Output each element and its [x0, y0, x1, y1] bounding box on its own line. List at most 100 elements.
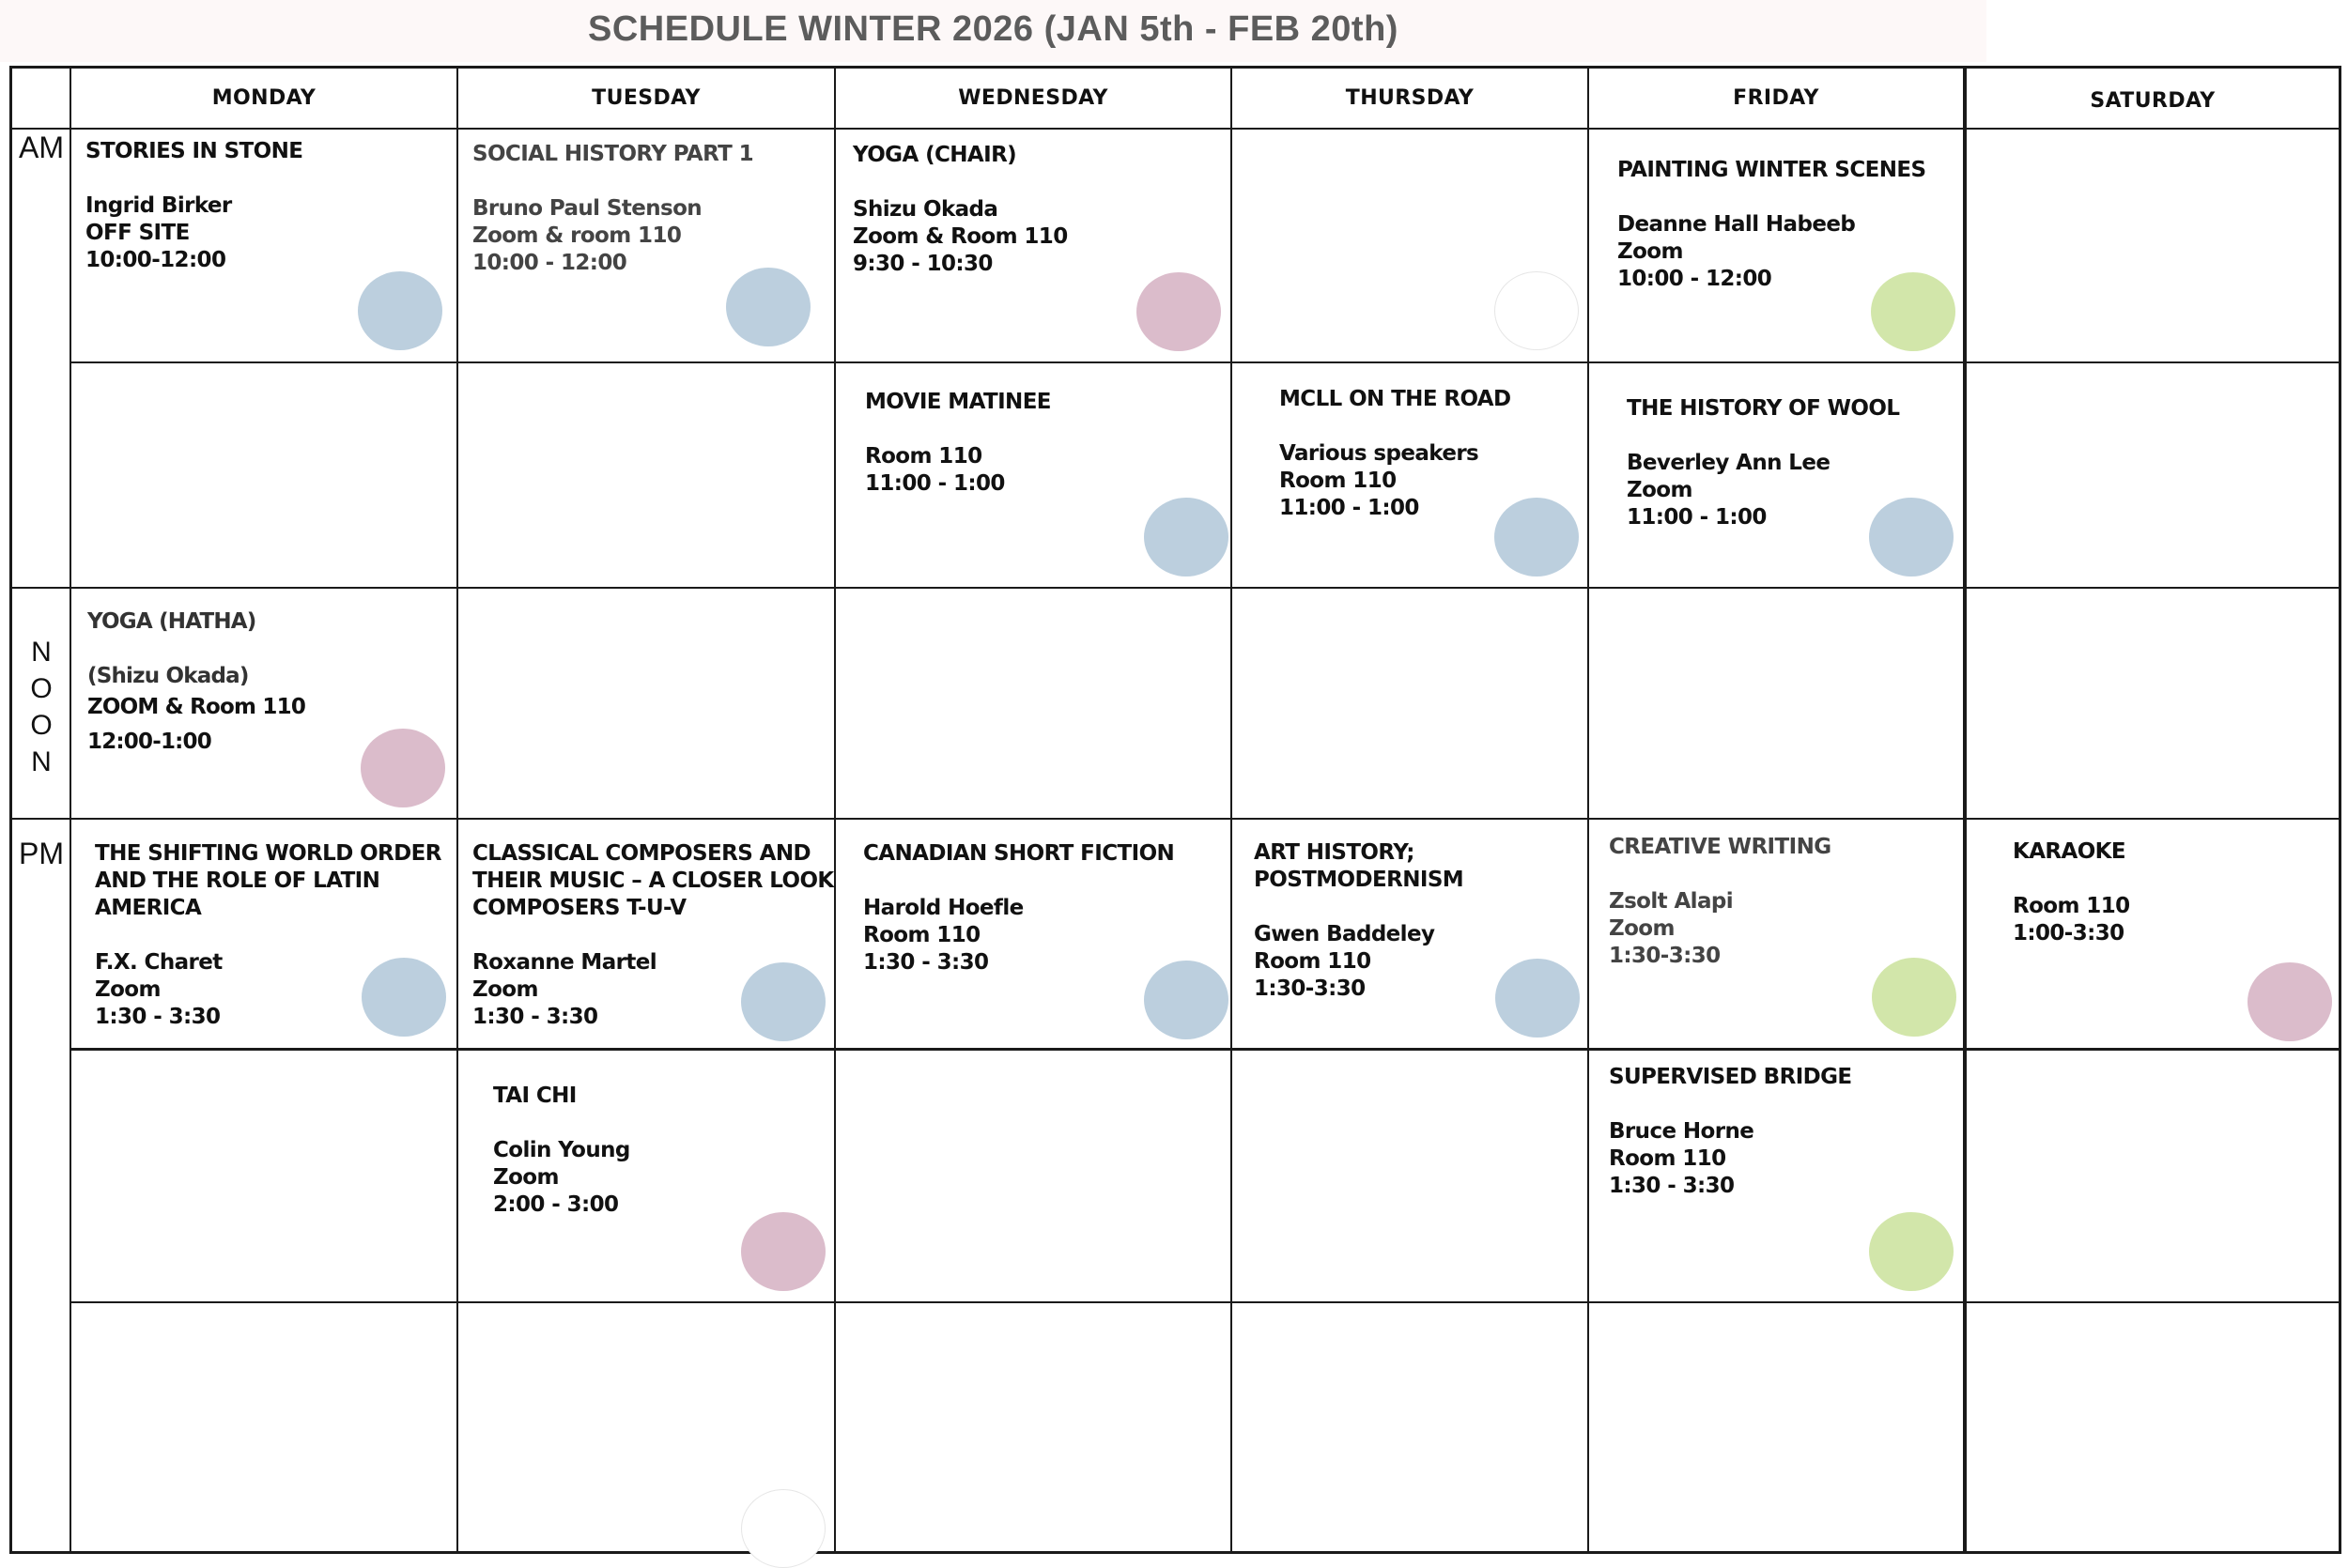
class-time: 10:00 - 12:00: [1617, 267, 1772, 291]
class-time: 9:30 - 10:30: [853, 252, 993, 276]
category-dot: [358, 271, 442, 350]
class-time: 1:30 - 3:30: [472, 1005, 598, 1029]
class-location: Zoom: [1609, 916, 1675, 941]
grid-line: [70, 1301, 2339, 1303]
class-instructor: Colin Young: [493, 1138, 630, 1162]
class-title: PAINTING WINTER SCENES: [1617, 158, 1926, 182]
class-card: MOVIE MATINEE Room 110 11:00 - 1:00: [865, 389, 1222, 498]
class-location: Room 110: [863, 923, 981, 947]
class-title: CLASSICAL COMPOSERS AND THEIR MUSIC – A …: [472, 841, 834, 920]
period-noon-letter: N: [31, 637, 52, 668]
class-title: KARAOKE: [2013, 839, 2126, 864]
category-dot: [741, 1489, 826, 1568]
class-instructor: Zsolt Alapi: [1609, 889, 1734, 914]
class-time: 1:30 - 3:30: [863, 950, 989, 975]
class-instructor: Gwen Baddeley: [1254, 922, 1435, 946]
class-title: SOCIAL HISTORY PART 1: [472, 142, 754, 166]
class-card: YOGA (CHAIR) Shizu Okada Zoom & Room 110…: [853, 142, 1219, 278]
grid-line: [456, 69, 458, 1551]
class-instructor: Harold Hoefle: [863, 896, 1024, 920]
class-title: STORIES IN STONE: [85, 139, 303, 163]
grid-line: [12, 587, 2339, 589]
period-am: AM: [19, 131, 64, 164]
class-card: SUPERVISED BRIDGE Bruce Horne Room 110 1…: [1609, 1064, 1947, 1200]
class-location: Zoom & room 110: [472, 223, 682, 248]
class-time: 11:00 - 1:00: [1627, 505, 1767, 530]
category-dot: [1494, 498, 1579, 576]
class-time: 1:30-3:30: [1254, 976, 1366, 1001]
schedule-grid: MONDAY TUESDAY WEDNESDAY THURSDAY FRIDAY…: [9, 66, 2341, 1568]
day-header-tuesday: TUESDAY: [592, 86, 701, 110]
class-location: ZOOM & Room 110: [87, 695, 306, 719]
class-location: Zoom & Room 110: [853, 224, 1068, 249]
class-card: YOGA (HATHA) (Shizu Okada) ZOOM & Room 1…: [87, 608, 444, 756]
class-card: STORIES IN STONE Ingrid Birker OFF SITE …: [85, 138, 442, 274]
category-dot: [726, 268, 811, 346]
class-title: CREATIVE WRITING: [1609, 835, 1831, 859]
class-card: PAINTING WINTER SCENES Deanne Hall Habee…: [1617, 157, 1955, 293]
class-card: KARAOKE Room 110 1:00-3:30: [2013, 838, 2323, 947]
class-location: Zoom: [95, 977, 161, 1002]
class-instructor: Various speakers: [1279, 441, 1479, 466]
class-time: 1:30 - 3:30: [95, 1005, 221, 1029]
class-title: YOGA (HATHA): [87, 609, 256, 634]
class-time: 10:00 - 12:00: [472, 251, 627, 275]
class-location: OFF SITE: [85, 221, 190, 245]
class-time: 11:00 - 1:00: [865, 471, 1005, 496]
class-time: 11:00 - 1:00: [1279, 496, 1419, 520]
class-time: 12:00-1:00: [87, 730, 212, 754]
class-instructor: Bruce Horne: [1609, 1119, 1754, 1144]
class-instructor: Beverley Ann Lee: [1627, 451, 1831, 475]
class-title: THE SHIFTING WORLD ORDER AND THE ROLE OF…: [95, 841, 441, 920]
category-dot: [1136, 272, 1221, 351]
day-header-saturday: SATURDAY: [2090, 89, 2216, 113]
class-title: MOVIE MATINEE: [865, 390, 1052, 414]
category-dot: [741, 962, 826, 1041]
class-location: Room 110: [2013, 894, 2130, 918]
category-dot: [361, 729, 445, 807]
class-card: CREATIVE WRITING Zsolt Alapi Zoom 1:30-3…: [1609, 834, 1947, 970]
class-instructor: Roxanne Martel: [472, 950, 657, 975]
class-location: Zoom: [1627, 478, 1692, 502]
period-noon: N O O N: [12, 634, 70, 780]
class-location: Room 110: [1254, 949, 1371, 974]
class-card: CLASSICAL COMPOSERS AND THEIR MUSIC – A …: [472, 840, 834, 1031]
category-dot: [1872, 958, 1956, 1037]
class-title: YOGA (CHAIR): [853, 143, 1017, 167]
grid-line: [1587, 69, 1589, 1551]
grid-line: [70, 69, 71, 1551]
class-card: ART HISTORY; POSTMODERNISM Gwen Baddeley…: [1254, 839, 1507, 1003]
class-title: MCLL ON THE ROAD: [1279, 387, 1511, 411]
grid-line: [12, 818, 2339, 820]
class-location: Room 110: [865, 444, 982, 469]
day-header-wednesday: WEDNESDAY: [958, 86, 1108, 110]
grid-line: [1963, 69, 1967, 1551]
period-noon-letter: O: [30, 673, 53, 704]
category-dot: [1869, 1212, 1954, 1291]
grid-line: [70, 1048, 2339, 1051]
class-instructor: Deanne Hall Habeeb: [1617, 212, 1856, 237]
class-time: 1:00-3:30: [2013, 921, 2124, 945]
class-location: Zoom: [493, 1165, 559, 1190]
class-time: 2:00 - 3:00: [493, 1192, 619, 1217]
page-title: SCHEDULE WINTER 2026 (JAN 5th - FEB 20th…: [588, 9, 1398, 49]
category-dot: [2248, 962, 2332, 1041]
class-time: 1:30 - 3:30: [1609, 1174, 1735, 1198]
category-dot: [741, 1212, 826, 1291]
day-header-monday: MONDAY: [211, 86, 317, 110]
grid-line: [12, 128, 2339, 130]
category-dot: [1144, 498, 1228, 576]
class-title: THE HISTORY OF WOOL: [1627, 396, 1900, 421]
class-time: 1:30-3:30: [1609, 944, 1721, 968]
class-instructor: Ingrid Birker: [85, 193, 232, 218]
day-header-friday: FRIDAY: [1733, 86, 1819, 110]
class-instructor: F.X. Charet: [95, 950, 223, 975]
class-card: SOCIAL HISTORY PART 1 Bruno Paul Stenson…: [472, 141, 829, 277]
category-dot: [1144, 961, 1228, 1039]
period-noon-letter: N: [31, 746, 52, 777]
title-band: [0, 0, 1986, 62]
class-instructor: (Shizu Okada): [87, 664, 249, 688]
class-title: CANADIAN SHORT FICTION: [863, 841, 1175, 866]
period-pm: PM: [19, 837, 64, 870]
category-dot: [1495, 959, 1580, 1038]
